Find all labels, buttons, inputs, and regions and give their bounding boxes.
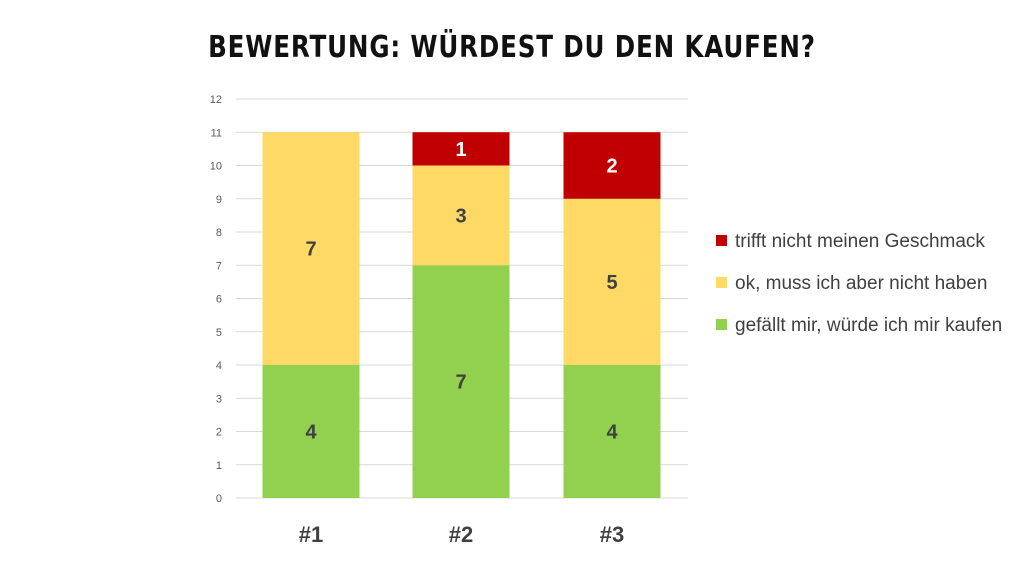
y-tick-label: 10 [210,161,222,173]
data-label: 5 [606,272,617,294]
legend-item-gefaellt: gefällt mir, würde ich mir kaufen [716,312,1016,340]
legend-swatch-red [716,235,727,246]
legend-swatch-green [716,319,727,330]
x-category-label: #3 [600,522,624,547]
y-tick-label: 8 [216,227,222,239]
data-label: 7 [305,239,316,261]
data-label: 4 [606,422,618,444]
y-tick-label: 7 [216,260,222,272]
x-category-label: #1 [299,522,323,547]
bars [262,132,661,498]
data-label: 3 [455,205,466,227]
legend-label: trifft nicht meinen Geschmack [735,231,985,252]
bar-segment [412,165,510,266]
bar-segment [563,198,661,365]
legend-label: gefällt mir, würde ich mir kaufen [735,315,1003,336]
legend-item-trifft-nicht: trifft nicht meinen Geschmack [716,228,1016,256]
y-tick-label: 12 [210,94,222,106]
y-tick-label: 5 [216,327,222,339]
y-tick-label: 4 [216,360,222,372]
legend-label: ok, muss ich aber nicht haben [735,273,988,294]
legend: trifft nicht meinen Geschmack ok, muss i… [716,228,1016,354]
y-tick-label: 2 [216,427,222,439]
y-tick-label: 11 [211,127,222,139]
data-label: 7 [455,372,466,394]
bar-segment [262,132,360,365]
bar-segment [563,365,661,498]
x-category-label: #2 [449,522,473,547]
y-tick-label: 3 [216,393,222,405]
data-label: 2 [606,156,617,178]
bar-segment [412,265,510,498]
data-label: 1 [455,139,466,161]
x-axis-labels: #1 #2 #3 [299,522,624,547]
y-tick-label: 0 [216,493,222,505]
legend-item-ok: ok, muss ich aber nicht haben [716,270,1016,298]
data-labels: 4 7 7 3 1 4 5 2 [305,139,618,444]
y-tick-label: 6 [216,294,222,306]
data-label: 4 [305,422,317,444]
chart-title: BEWERTUNG: WÜRDEST DU DEN KAUFEN? [208,30,816,65]
legend-swatch-yellow [716,277,727,288]
bar-segment [412,132,510,166]
bar-segment [262,365,360,498]
bar-segment [563,132,661,199]
y-tick-label: 1 [216,460,222,472]
y-tick-label: 9 [216,194,222,206]
